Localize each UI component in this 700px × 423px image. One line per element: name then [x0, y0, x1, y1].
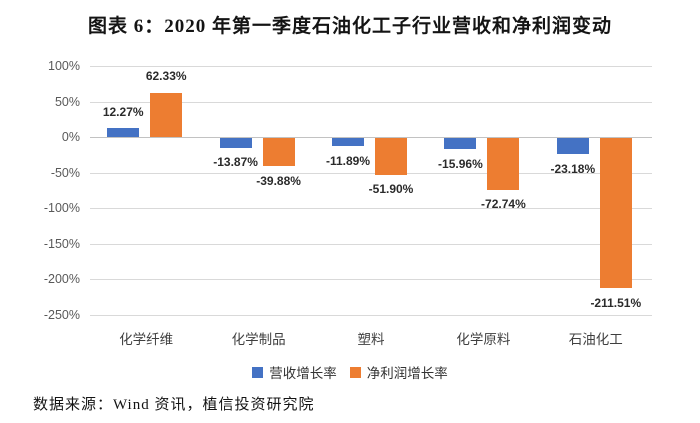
gridline: [90, 101, 652, 103]
gridline: [90, 66, 652, 67]
data-label: -11.89%: [325, 153, 371, 168]
revenue-growth-bar: [107, 128, 140, 137]
net-profit-growth-bar: [375, 138, 407, 175]
plot-area: 100% 50% 0% -50% -100% -150% -200% -250% 12.27% -…: [43, 59, 652, 347]
gridline: [90, 172, 652, 174]
source-note: 数据来源：Wind 资讯，植信投资研究院: [33, 397, 315, 413]
gridline: [90, 314, 652, 316]
legend-item-net-profit-growth: 净利润增长率: [349, 362, 448, 382]
revenue-growth-bar: [332, 138, 364, 147]
data-label: -72.74%: [481, 197, 526, 212]
data-label: -13.87%: [213, 155, 258, 170]
category-label: 化学制品: [231, 332, 286, 347]
legend-swatch-icon: [349, 366, 361, 378]
data-label: -23.18%: [550, 161, 596, 176]
gridline: [90, 208, 652, 209]
category-label: 化学纤维: [119, 332, 174, 347]
revenue-growth-bar: [444, 138, 477, 150]
category-label: 塑料: [357, 332, 385, 347]
legend-item-revenue-growth: 营收增长率: [252, 362, 337, 382]
data-label: 12.27%: [102, 104, 144, 119]
y-tick-label: -100%: [43, 201, 80, 215]
legend-label: 营收增长率: [269, 366, 337, 381]
revenue-growth-bar: [219, 138, 252, 148]
net-profit-growth-bar: [487, 138, 520, 190]
revenue-growth-bar: [556, 138, 589, 155]
y-tick-label: 50%: [54, 94, 80, 109]
net-profit-growth-bar: [262, 138, 295, 167]
gridline: [90, 243, 652, 245]
chart-title: 图表 6：2020 年第一季度石油化工子行业营收和净利润变动: [87, 16, 612, 37]
data-label: -15.96%: [438, 156, 483, 171]
category-label: 化学原料: [456, 332, 511, 347]
net-profit-growth-bar: [599, 138, 632, 289]
data-label: -211.51%: [590, 295, 642, 310]
y-tick-label: -150%: [43, 236, 80, 251]
y-tick-label: -50%: [50, 165, 80, 180]
y-tick-label: 0%: [61, 130, 80, 144]
y-tick-label: -250%: [43, 307, 80, 322]
data-label: -39.88%: [256, 173, 301, 188]
data-label: -51.90%: [368, 182, 414, 197]
legend: 营收增长率 净利润增长率: [0, 362, 700, 382]
y-tick-label: -200%: [43, 272, 80, 286]
legend-label: 净利润增长率: [366, 366, 448, 381]
x-axis-line: [90, 137, 652, 138]
gridline: [90, 279, 652, 280]
category-label: 石油化工: [568, 332, 623, 347]
data-label: 62.33%: [145, 69, 187, 84]
y-tick-label: 100%: [48, 59, 80, 73]
legend-swatch-icon: [252, 366, 264, 378]
net-profit-growth-bar: [150, 92, 183, 137]
